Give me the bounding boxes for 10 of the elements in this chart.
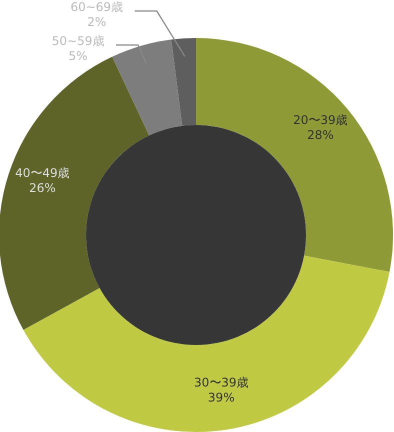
slice-label: 60~69歳 — [70, 0, 124, 14]
data-label: 2% — [87, 15, 106, 29]
slice-label: 20〜39歳 — [293, 113, 348, 128]
data-label: 5% — [68, 49, 88, 63]
data-label: 39% — [208, 390, 235, 405]
data-label: 28% — [307, 128, 334, 142]
slice-label: 30〜39歳 — [194, 376, 249, 390]
data-label: 26% — [29, 181, 56, 196]
slice-label: 50~59歳 — [52, 34, 104, 48]
slice-label: 40〜49歳 — [15, 166, 70, 180]
